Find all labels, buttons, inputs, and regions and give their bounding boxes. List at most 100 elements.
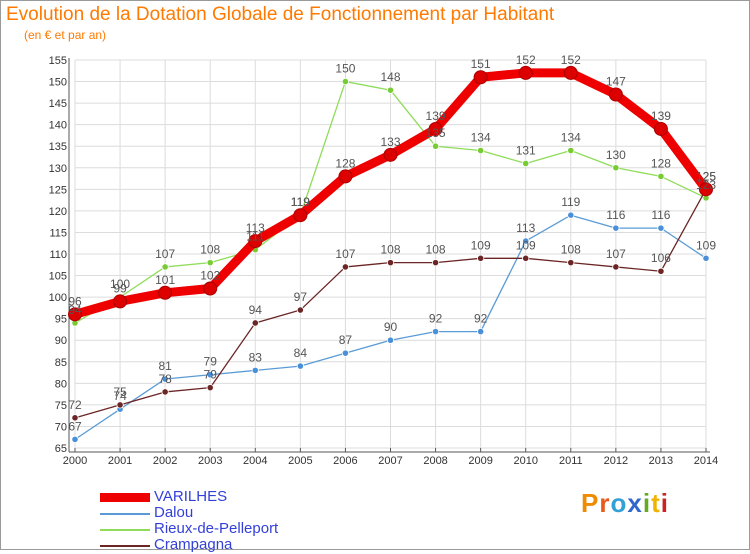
data-point	[338, 169, 353, 184]
data-label: 109	[471, 238, 491, 252]
y-tick-label: 135	[49, 141, 67, 153]
data-label: 113	[516, 221, 535, 235]
data-point	[702, 254, 710, 262]
y-tick-label: 80	[55, 378, 67, 390]
x-tick-label: 2008	[423, 455, 447, 467]
data-point	[477, 327, 485, 336]
data-point	[431, 259, 440, 267]
chart-subtitle: (en € et par an)	[24, 28, 107, 42]
data-label: 84	[294, 346, 308, 360]
legend-label: Rieux-de-Pelleport	[154, 520, 279, 537]
legend-label: Dalou	[154, 504, 194, 521]
x-tick-label: 2013	[649, 455, 673, 467]
data-label: 150	[335, 62, 355, 76]
data-point	[386, 86, 395, 94]
data-label: 100	[110, 277, 130, 291]
x-tick-label: 2002	[153, 455, 177, 467]
data-label: 108	[426, 243, 446, 257]
data-point	[567, 211, 575, 219]
data-point	[477, 254, 485, 262]
logo-letter: i	[660, 488, 669, 518]
y-tick-label: 155	[49, 55, 67, 67]
data-point	[522, 254, 530, 262]
data-label: 119	[291, 195, 310, 209]
data-label: 109	[516, 238, 536, 252]
data-label: 107	[155, 247, 175, 261]
x-tick-label: 2011	[559, 455, 583, 467]
data-point	[699, 182, 713, 197]
data-label: 108	[200, 243, 220, 257]
data-label: 87	[339, 333, 353, 347]
data-label: 79	[204, 355, 218, 369]
data-labels: 67 74 81 79 83 84 87 90 92 92 113 119 116 116 109 94 100…	[68, 53, 716, 433]
data-point	[161, 375, 169, 383]
data-label: 134	[561, 131, 581, 145]
y-tick-label: 110	[49, 249, 67, 261]
data-label: 67	[68, 419, 82, 433]
data-label: 81	[158, 359, 172, 373]
y-tick-label: 95	[55, 314, 67, 326]
y-tick-label: 115	[49, 227, 67, 239]
data-point	[206, 259, 214, 267]
data-point	[341, 263, 350, 271]
data-point	[206, 371, 214, 379]
data-label: 119	[561, 195, 580, 209]
x-tick-label: 2003	[198, 455, 222, 467]
y-tick-label: 75	[55, 400, 67, 412]
data-point	[563, 65, 578, 80]
data-point	[116, 401, 124, 409]
legend-swatch	[100, 529, 150, 531]
legend-swatch	[100, 545, 150, 547]
data-label: 75	[113, 385, 127, 399]
data-point	[518, 65, 533, 80]
logo-letter: P	[581, 488, 600, 518]
data-label: 151	[471, 57, 491, 71]
data-point	[158, 285, 173, 300]
data-label: 94	[249, 303, 263, 317]
data-label: 125	[696, 169, 716, 183]
data-point	[251, 366, 259, 374]
data-point	[71, 435, 79, 443]
data-point	[251, 319, 259, 327]
logo-letter: t	[651, 488, 661, 518]
data-label: 109	[696, 238, 716, 252]
y-tick-label: 100	[49, 292, 67, 304]
x-tick-label: 2012	[604, 455, 628, 467]
data-point	[522, 159, 530, 168]
x-tick-label: 2005	[288, 455, 312, 467]
data-point	[477, 146, 485, 155]
data-point	[612, 224, 620, 232]
data-label: 106	[651, 251, 671, 265]
data-label: 128	[335, 156, 355, 170]
data-label: 102	[200, 268, 220, 282]
y-tick-label: 150	[49, 77, 67, 89]
y-tick-label: 140	[49, 120, 67, 132]
y-tick-label: 120	[49, 206, 67, 218]
data-point	[386, 336, 395, 344]
data-point	[657, 224, 665, 232]
data-point	[653, 121, 668, 136]
data-point	[431, 142, 440, 150]
data-point	[431, 327, 440, 336]
legend-label: VARILHES	[154, 488, 228, 505]
data-label: 128	[651, 156, 671, 170]
y-tick-label: 70	[55, 421, 67, 433]
data-label: 148	[380, 70, 400, 84]
logo-letter: x	[627, 488, 643, 518]
data-label: 108	[561, 243, 581, 257]
data-point	[161, 263, 169, 271]
x-tick-label: 2006	[333, 455, 357, 467]
data-label: 134	[471, 131, 491, 145]
data-label: 152	[561, 53, 581, 67]
data-point	[386, 259, 395, 267]
data-label: 139	[651, 109, 671, 123]
y-tick-label: 85	[55, 357, 67, 369]
data-label: 116	[651, 208, 670, 222]
data-label: 97	[294, 290, 308, 304]
data-label: 83	[249, 350, 263, 364]
axes: 65 70 75 80 85 90 95 100 105 110 115 120 125 130 135 14…	[49, 55, 719, 467]
data-label: 96	[68, 294, 82, 308]
y-tick-label: 145	[49, 98, 67, 110]
proxiti-logo: Proxiti	[581, 488, 669, 519]
data-point	[567, 146, 575, 155]
